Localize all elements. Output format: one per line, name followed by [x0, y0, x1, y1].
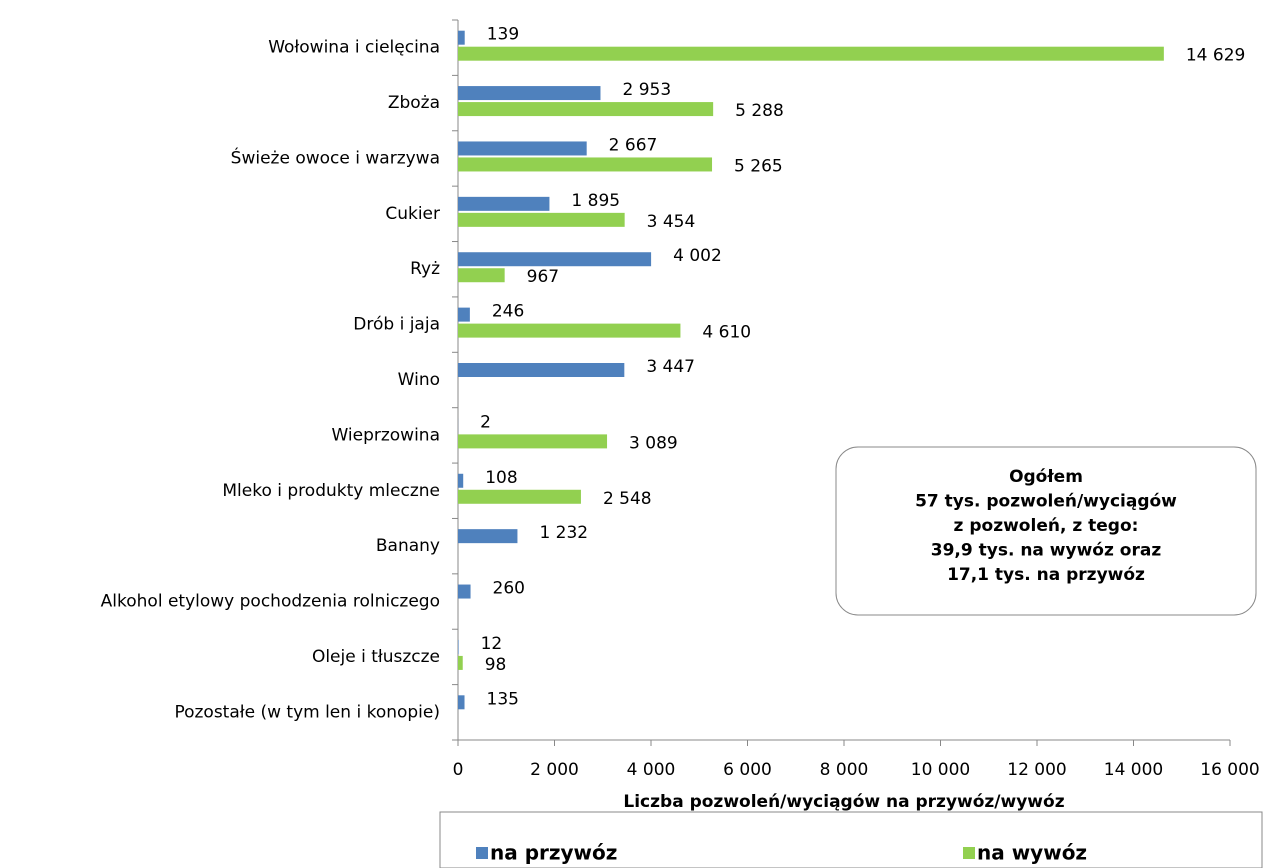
value-label: 967: [527, 267, 559, 287]
bar: [458, 307, 470, 322]
bar: [458, 86, 601, 101]
bar: [458, 141, 587, 156]
value-label: 98: [485, 655, 507, 675]
bar: [458, 655, 463, 670]
y-tick-label: Wino: [398, 370, 440, 390]
bar: [458, 268, 505, 283]
bar: [458, 695, 465, 710]
annotation-line: 57 tys. pozwoleń/wyciągów: [915, 492, 1177, 512]
x-tick-label: 6 000: [723, 760, 772, 780]
y-tick-label: Wołowina i cielęcina: [268, 38, 440, 58]
value-label: 5 288: [735, 101, 784, 121]
value-label: 3 447: [646, 357, 695, 377]
value-label: 1 895: [571, 191, 620, 211]
legend-label: na przywóz: [490, 841, 617, 865]
x-tick-label: 2 000: [530, 760, 579, 780]
bar: [458, 30, 465, 45]
bar: [458, 489, 581, 504]
bar: [458, 46, 1164, 61]
y-tick-label: Drób i jaja: [353, 315, 440, 335]
value-label: 2 953: [622, 80, 671, 100]
value-label: 246: [492, 302, 524, 322]
y-tick-label: Mleko i produkty mleczne: [222, 481, 440, 501]
value-label: 135: [487, 689, 519, 709]
value-label: 3 089: [629, 433, 678, 453]
y-tick-label: Oleje i tłuszcze: [312, 647, 440, 667]
bar: [458, 102, 714, 117]
bar: [458, 196, 550, 211]
y-tick-label: Ryż: [410, 259, 440, 279]
y-tick-label: Świeże owoce i warzywa: [231, 146, 440, 168]
x-axis-title: Liczba pozwoleń/wyciągów na przywóz/wywó…: [623, 792, 1064, 812]
legend-box: [439, 811, 1263, 868]
value-label: 2 667: [609, 135, 658, 155]
bar: [458, 252, 652, 267]
x-tick-label: 0: [453, 760, 464, 780]
y-tick-label: Cukier: [385, 204, 440, 224]
x-tick-label: 16 000: [1200, 760, 1259, 780]
value-label: 108: [485, 468, 517, 488]
annotation-line: z pozwoleń, z tego:: [954, 516, 1139, 536]
bar: [458, 157, 713, 172]
annotation-line: 39,9 tys. na wywóz oraz: [931, 541, 1162, 561]
y-tick-label: Zboża: [388, 93, 440, 113]
y-tick-label: Wieprzowina: [331, 425, 440, 445]
value-label: 139: [487, 25, 519, 45]
value-label: 2 548: [603, 489, 652, 509]
bar: [458, 212, 625, 227]
y-tick-label: Pozostałe (w tym len i konopie): [174, 702, 440, 722]
x-tick-label: 14 000: [1104, 760, 1163, 780]
x-tick-label: 4 000: [627, 760, 676, 780]
value-label: 4 002: [673, 246, 722, 266]
y-tick-label: Alkohol etylowy pochodzenia rolniczego: [101, 592, 440, 612]
value-label: 12: [481, 634, 503, 654]
x-tick-label: 8 000: [820, 760, 869, 780]
value-label: 1 232: [539, 523, 588, 543]
bar: [458, 363, 625, 377]
value-label: 2: [480, 412, 491, 432]
y-tick-label: Banany: [376, 536, 440, 556]
bar: [458, 473, 464, 488]
bar: [458, 434, 608, 449]
value-label: 5 265: [734, 156, 783, 176]
bar: [458, 529, 518, 544]
legend-swatch: [476, 847, 488, 859]
legend-swatch: [963, 847, 975, 859]
bar: [458, 639, 459, 654]
bar: [458, 584, 471, 599]
annotation-line: 17,1 tys. na przywóz: [947, 565, 1145, 585]
x-tick-label: 10 000: [911, 760, 970, 780]
bar: [458, 323, 681, 338]
value-label: 3 454: [647, 212, 696, 232]
annotation-line: Ogółem: [1009, 467, 1083, 487]
legend-label: na wywóz: [977, 841, 1087, 865]
value-label: 260: [493, 579, 525, 599]
x-tick-label: 12 000: [1007, 760, 1066, 780]
annotation-box: [835, 446, 1257, 616]
value-label: 14 629: [1186, 46, 1245, 66]
value-label: 4 610: [702, 323, 751, 343]
